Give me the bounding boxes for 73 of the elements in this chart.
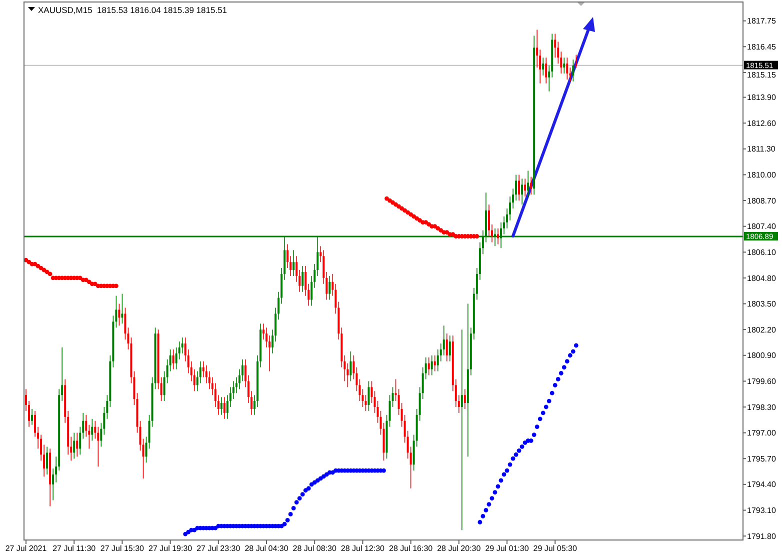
candlestick [121,293,124,324]
y-tick-label: 1813.90 [747,93,776,102]
chart-title: XAUUSD,M15 1815.53 1816.04 1815.39 1815.51 [38,5,228,15]
y-tick-label: 1810.00 [747,170,776,180]
candlestick [518,174,520,201]
y-tick-label: 1811.30 [747,144,776,154]
candlestick [521,178,524,205]
y-tick-label: 1793.10 [747,506,776,516]
candlestick [94,420,96,440]
candlestick [368,380,370,412]
candlestick [434,354,436,372]
candlestick [172,349,174,370]
x-tick-label: 28 Jul 12:30 [340,544,386,553]
x-tick-label: 27 Jul 11:30 [52,544,96,553]
candlestick [91,418,94,442]
x-tick-label: 28 Jul 08:30 [292,544,337,553]
candlestick [46,446,48,475]
y-tick-label: 1803.50 [747,300,776,309]
candlestick [460,329,463,530]
y-tick-label: 1799.60 [747,376,776,386]
candlestick [302,266,304,292]
y-tick-label: 1807.40 [747,222,776,232]
candlestick [118,303,120,326]
x-tick-label: 29 Jul 05:30 [533,544,578,553]
y-tick-label: 1808.70 [747,196,776,206]
y-tick-label: 1815.15 [747,70,776,80]
x-tick-label: 27 Jul 2021 [5,544,48,553]
candlestick [292,250,295,276]
y-tick-label: 1802.20 [747,325,776,334]
candlestick [350,351,352,382]
candlestick [464,388,466,410]
x-tick-label: 27 Jul 23:30 [196,544,241,553]
candlestick [524,178,526,197]
x-tick-label: 27 Jul 15:30 [100,544,145,553]
candlestick [73,432,76,460]
candlestick [193,368,196,392]
candlestick [382,422,385,461]
y-tick-label: 1791.80 [747,532,776,541]
candlestick [530,176,532,195]
candlestick [545,57,548,84]
candlestick [448,335,451,362]
candlestick [223,396,226,420]
candlestick [76,432,78,458]
candlestick [430,354,433,376]
candlestick [124,307,126,340]
x-tick-label: 28 Jul 20:30 [437,544,482,553]
candlestick [328,276,331,300]
y-tick-label: 1800.90 [747,351,776,360]
candlestick [31,408,34,426]
y-tick-label: 1816.45 [747,42,776,52]
candlestick [572,59,574,82]
x-tick-label: 27 Jul 19:30 [148,544,193,553]
candlestick [370,380,373,404]
candlestick [563,57,566,74]
x-tick-label: 28 Jul 04:30 [244,544,289,553]
y-tick-label: 1794.40 [747,480,776,490]
x-tick-label: 29 Jul 01:30 [485,544,530,553]
candlestick [181,337,184,354]
candlestick [566,57,568,80]
y-tick-label: 1798.30 [747,402,776,412]
y-tick-label: 1817.75 [747,16,776,26]
y-tick-label: 1795.70 [747,454,776,464]
x-tick-label: 28 Jul 16:30 [389,544,434,553]
candlestick [446,333,448,362]
candlestick [527,170,530,197]
y-tick-label: 1806.10 [747,248,776,257]
candlestick [428,356,430,376]
y-tick-label: 1812.60 [747,118,776,128]
y-tick-label: 1797.00 [747,428,776,438]
candlestick [542,57,544,76]
candlestick [220,396,222,416]
candlestick [178,341,180,360]
y-tick-label: 1804.80 [747,274,776,283]
